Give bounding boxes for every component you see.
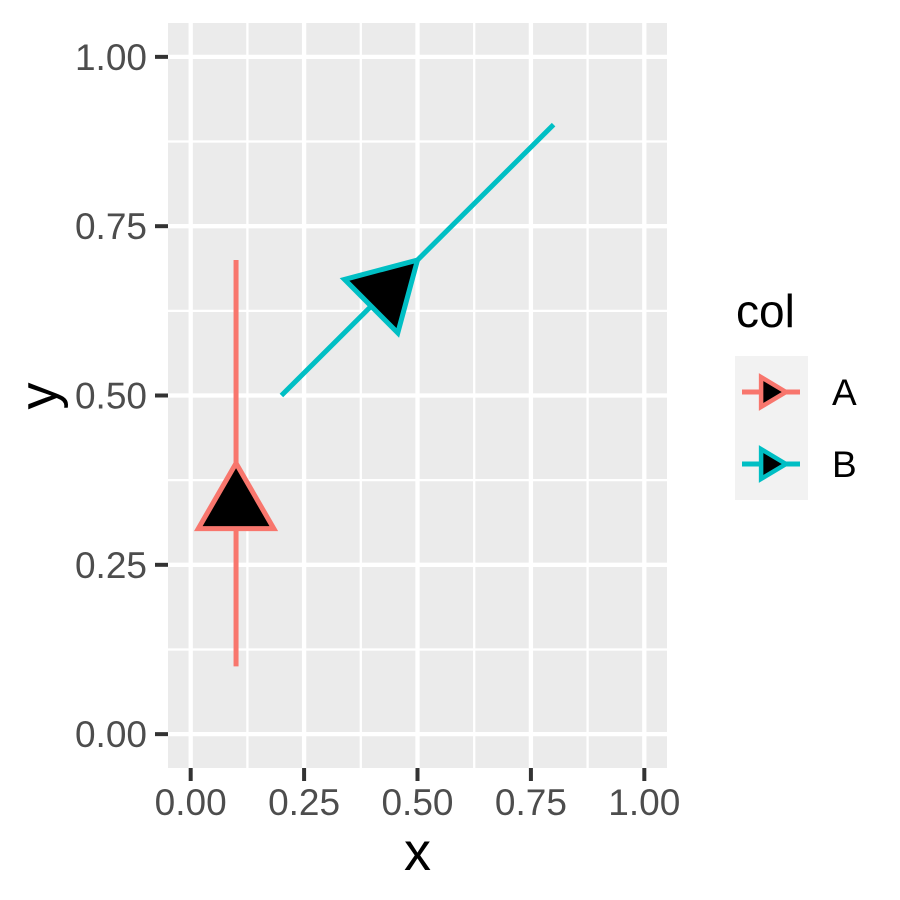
arrowhead-b — [339, 256, 422, 338]
data-series — [193, 122, 556, 667]
legend-title: col — [736, 285, 795, 337]
y-tick-label: 0.75 — [75, 206, 147, 247]
legend-keys: AB — [735, 356, 857, 500]
y-tick-label: 1.00 — [75, 37, 147, 78]
y-tick-label: 0.25 — [75, 545, 147, 586]
x-tick-label: 1.00 — [608, 782, 680, 823]
axes: 0.00 0.25 0.50 0.75 1.00 0.00 0.25 0.50 0.75 1.00 — [75, 37, 680, 823]
x-tick-label: 0.00 — [155, 782, 227, 823]
legend-key-arrow-icon — [758, 445, 791, 483]
x-tick-label: 0.75 — [495, 782, 567, 823]
legend-key-arrow-icon — [758, 373, 791, 411]
gridlines — [168, 23, 667, 768]
y-tick-label: 0.00 — [75, 714, 147, 755]
y-tick-label: 0.50 — [75, 376, 147, 417]
y-axis-title: y — [9, 383, 69, 410]
x-tick-label: 0.50 — [381, 782, 453, 823]
arrowhead-a — [193, 458, 279, 532]
x-axis-title: x — [404, 822, 431, 882]
segment-b — [415, 122, 556, 262]
legend-label: B — [832, 444, 857, 485]
x-tick-label: 0.25 — [268, 782, 340, 823]
legend-label: A — [832, 372, 857, 413]
legend: col AB — [735, 285, 857, 500]
